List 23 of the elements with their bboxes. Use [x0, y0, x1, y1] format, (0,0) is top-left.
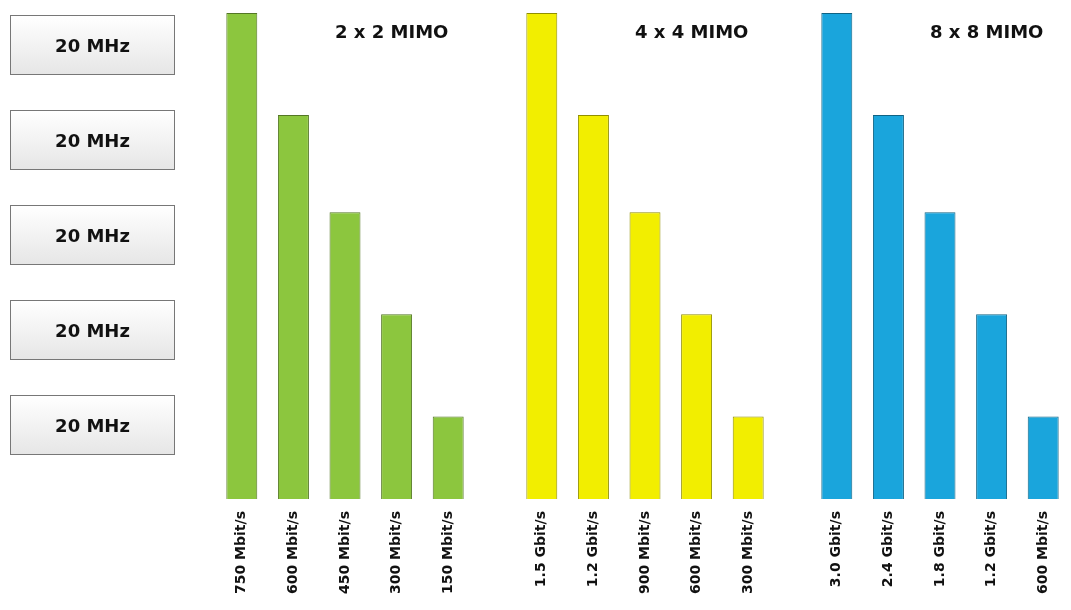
chart-title: 4 x 4 MIMO: [635, 20, 749, 42]
text: 20 MHz: [10, 300, 175, 360]
x-tick-label: 1.5 Gbit/s: [532, 511, 549, 588]
text: 20 MHz: [10, 15, 175, 75]
text: 20 MHz: [10, 110, 175, 170]
x-tick-label: 1.2 Gbit/s: [982, 511, 999, 588]
x-tick-label: 450 Mbit/s: [335, 511, 352, 595]
chart-title: 8 x 8 MIMO: [930, 20, 1044, 42]
x-tick-label: 300 Mbit/s: [738, 511, 755, 595]
x-tick-label: 1.2 Gbit/s: [584, 511, 601, 588]
chart-title: 2 x 2 MIMO: [335, 20, 449, 42]
x-tick-label: 3.0 Gbit/s: [827, 511, 844, 588]
x-tick-label: 1.8 Gbit/s: [930, 511, 947, 588]
x-tick-label: 2.4 Gbit/s: [879, 511, 896, 588]
text: 20 MHz: [10, 205, 175, 265]
x-tick-label: 600 Mbit/s: [1033, 511, 1050, 595]
text: 20 MHz: [10, 395, 175, 455]
x-tick-label: 600 Mbit/s: [284, 511, 301, 595]
x-tick-label: 600 Mbit/s: [687, 511, 704, 595]
x-tick-label: 300 Mbit/s: [387, 511, 404, 595]
x-tick-label: 150 Mbit/s: [438, 511, 455, 595]
x-tick-label: 750 Mbit/s: [232, 511, 249, 595]
x-tick-label: 900 Mbit/s: [635, 511, 652, 595]
